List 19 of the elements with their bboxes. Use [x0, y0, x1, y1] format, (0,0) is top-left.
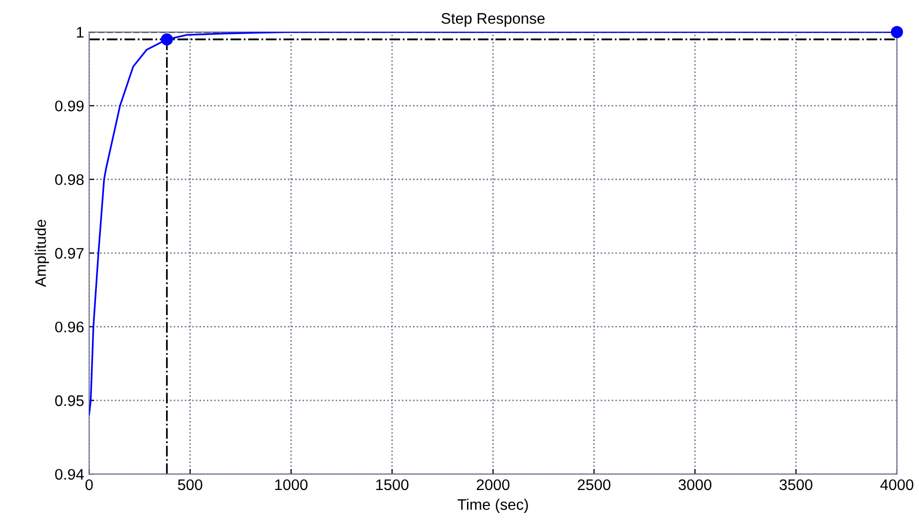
y-tick-label: 0.97 [55, 248, 84, 259]
y-tick-label: 0.99 [55, 100, 84, 112]
x-tick-label: 500 [178, 479, 202, 490]
x-tick-label: 1500 [376, 479, 408, 490]
x-tick-label: 1000 [275, 479, 308, 490]
x-tick-label: 4000 [880, 479, 914, 490]
x-tick-label: 3000 [678, 479, 712, 490]
chart-title: Step Response [442, 13, 545, 27]
x-axis-title: Time (sec) [458, 498, 528, 513]
y-axis-title: Amplitude [34, 220, 49, 287]
x-tick-label: 0 [85, 479, 93, 490]
y-tick-label: 0.96 [55, 322, 84, 332]
y-tick-label: 0.98 [55, 174, 84, 186]
y-tick-label: 0.94 [55, 468, 84, 480]
x-tick-label: 2000 [476, 479, 510, 490]
y-tick-label: 0.95 [55, 395, 84, 406]
y-tick-label: 1 [76, 27, 84, 38]
x-tick-label: 2500 [578, 479, 610, 490]
x-tick-label: 3500 [780, 479, 812, 490]
